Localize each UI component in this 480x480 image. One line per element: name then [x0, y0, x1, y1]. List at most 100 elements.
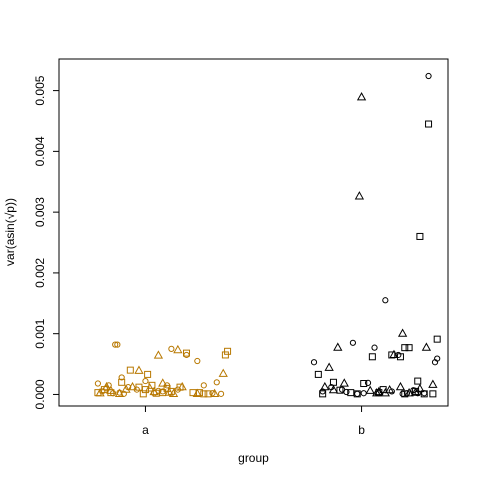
point-triangle [158, 378, 168, 387]
point-triangle [218, 368, 228, 377]
point-circle [105, 382, 112, 389]
point-circle [99, 388, 106, 395]
point-triangle [395, 381, 406, 391]
point-triangle [356, 92, 367, 101]
point-circle [364, 379, 372, 387]
point-square [416, 232, 424, 240]
x-tick-label: a [142, 423, 149, 437]
y-tick-label: 0.001 [33, 318, 47, 348]
point-triangle [192, 388, 202, 397]
plot-frame [58, 58, 449, 407]
point-circle [217, 390, 225, 397]
y-tick-label: 0.004 [33, 136, 47, 166]
point-triangle [339, 378, 349, 387]
point-square [396, 353, 404, 361]
point-circle [183, 351, 190, 359]
point-circle [371, 344, 378, 351]
point-triangle [324, 362, 334, 371]
point-triangle [134, 365, 144, 374]
point-square [159, 389, 167, 397]
point-square [414, 377, 422, 385]
point-circle [194, 357, 201, 365]
point-square [204, 390, 212, 398]
point-circle [118, 374, 125, 381]
x-tick-label: b [358, 423, 365, 437]
point-circle [200, 382, 207, 389]
point-triangle [397, 328, 408, 337]
y-axis: 0.000 0.001 0.002 0.003 0.004 0.005 [33, 75, 59, 409]
point-square [433, 335, 441, 343]
point-triangle [127, 381, 138, 391]
point-circle [382, 297, 389, 304]
point-circle [425, 72, 432, 80]
point-triangle [153, 350, 164, 359]
point-circle [114, 341, 121, 348]
point-square [200, 390, 208, 398]
point-circle [434, 355, 441, 362]
y-tick-label: 0.000 [33, 379, 47, 409]
point-circle [414, 390, 421, 397]
x-axis-title: group [238, 451, 269, 465]
point-triangle [173, 344, 183, 354]
point-square [379, 386, 387, 394]
point-square [368, 353, 376, 361]
point-circle [94, 380, 102, 387]
point-square [401, 344, 409, 352]
point-square [148, 381, 156, 389]
point-triangle [384, 384, 395, 394]
point-triangle [121, 384, 131, 393]
point-square [107, 389, 115, 397]
point-triangle [149, 386, 159, 396]
point-square [420, 390, 428, 398]
point-square [353, 390, 361, 398]
point-triangle [145, 383, 155, 392]
y-axis-title: var(asin(√p)) [3, 198, 17, 266]
point-triangle [328, 384, 339, 394]
point-triangle [365, 385, 375, 394]
point-square [167, 387, 175, 395]
point-square [360, 380, 368, 388]
point-square [319, 390, 327, 398]
point-triangle [114, 388, 125, 397]
point-square [388, 351, 396, 359]
point-square [118, 378, 126, 386]
point-circle [310, 359, 318, 366]
point-triangle [428, 379, 438, 388]
point-circle [360, 390, 367, 397]
point-circle [112, 341, 119, 348]
point-triangle [374, 386, 384, 396]
point-circle [354, 390, 361, 397]
point-square [429, 390, 437, 398]
point-triangle [320, 381, 330, 391]
point-circle [142, 377, 149, 385]
point-square [314, 370, 322, 378]
point-triangle [421, 342, 432, 351]
point-square [224, 347, 232, 355]
point-square [144, 370, 152, 378]
point-square [412, 387, 420, 395]
point-triangle [209, 388, 220, 397]
y-tick-label: 0.003 [33, 197, 47, 227]
point-square [126, 366, 134, 374]
point-square [221, 351, 229, 359]
point-square [425, 120, 433, 128]
y-tick-label: 0.002 [33, 258, 47, 288]
point-square [141, 386, 149, 394]
point-square [195, 389, 203, 397]
point-triangle [354, 191, 365, 200]
point-circle [213, 379, 220, 386]
point-square [336, 386, 344, 394]
point-square [183, 349, 191, 357]
point-square [401, 390, 409, 398]
point-circle [349, 339, 357, 346]
point-triangle [333, 342, 343, 351]
data-points [94, 72, 441, 398]
point-square [405, 344, 413, 352]
point-circle [388, 388, 395, 395]
point-circle [209, 390, 216, 397]
point-triangle [404, 388, 414, 397]
point-circle [343, 388, 350, 396]
point-square [176, 383, 184, 391]
